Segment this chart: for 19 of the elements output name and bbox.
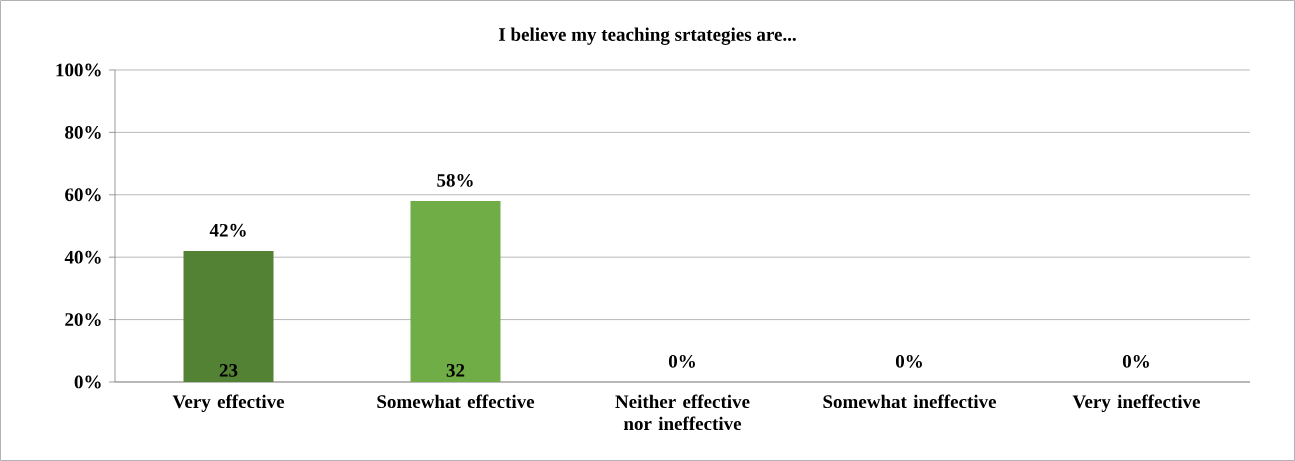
x-tick-label: Somewhat ineffective bbox=[823, 394, 997, 409]
x-tick-label: Very ineffective bbox=[1072, 394, 1200, 412]
y-tick-label: 40% bbox=[64, 250, 101, 264]
y-tick-label: 60% bbox=[65, 188, 101, 202]
y-tick-label: 100% bbox=[56, 63, 101, 77]
chart-title: I believe my teaching srtategies are... bbox=[499, 27, 796, 45]
y-tick-label: 80% bbox=[65, 125, 101, 139]
data-label: 0% bbox=[895, 354, 922, 368]
data-label: 0% bbox=[1122, 354, 1149, 368]
y-tick-label: 20% bbox=[65, 313, 101, 327]
data-label: 42% bbox=[209, 223, 246, 237]
x-tick-label: Very effective bbox=[172, 394, 285, 412]
annotation: 23 bbox=[219, 364, 238, 377]
annotation: 32 bbox=[446, 364, 465, 377]
data-label: 58% bbox=[437, 173, 473, 187]
data-label: 0% bbox=[668, 354, 695, 368]
x-tick-label: Neither effective nor ineffective bbox=[615, 394, 750, 431]
y-tick-label: 0% bbox=[74, 375, 101, 389]
x-tick-label: Somewhat effective bbox=[377, 394, 535, 409]
